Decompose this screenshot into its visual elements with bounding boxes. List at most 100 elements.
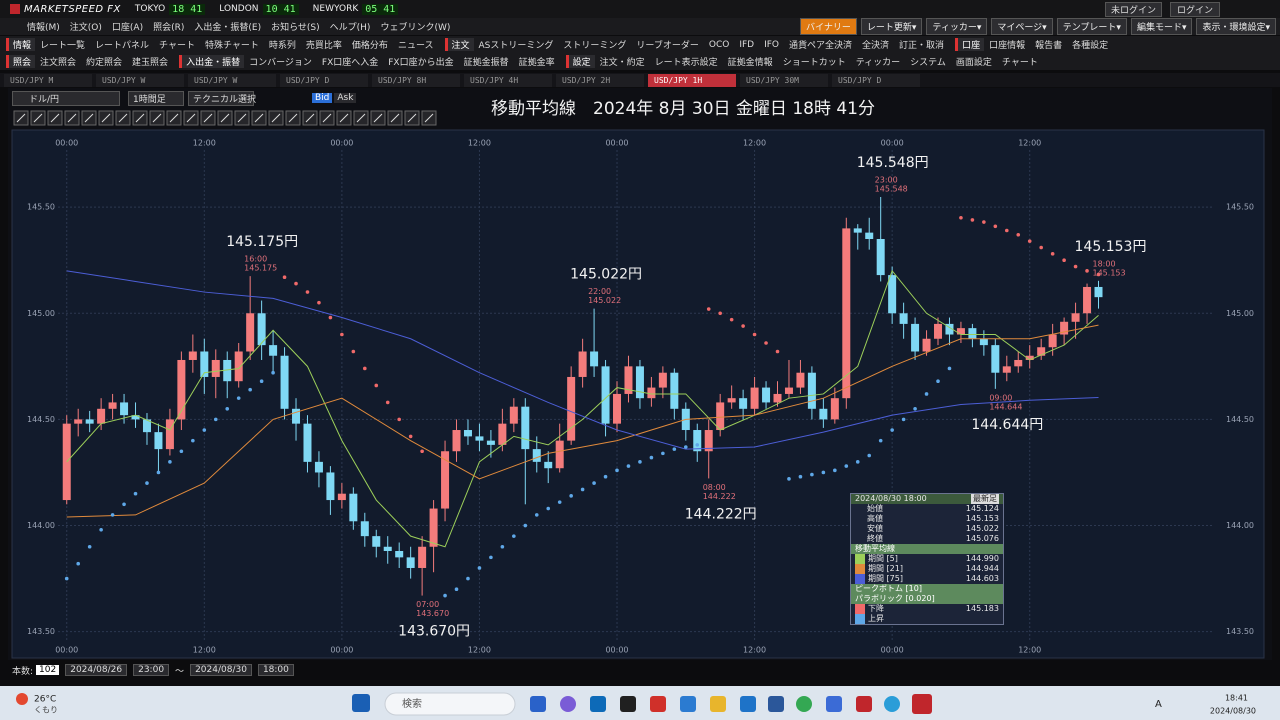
parabolic-dot bbox=[512, 534, 516, 538]
toolbar-item[interactable]: 証拠金情報 bbox=[727, 58, 773, 68]
date-input[interactable]: 2024/08/26 bbox=[65, 664, 128, 676]
annotation-value: 145.548 bbox=[875, 184, 908, 193]
chart-tab[interactable]: USD/JPY D bbox=[832, 73, 920, 87]
toolbar-item[interactable]: レートパネル bbox=[95, 41, 150, 51]
parabolic-dot bbox=[993, 224, 998, 229]
menu-button[interactable]: レート更新▾ bbox=[860, 18, 923, 35]
count-input[interactable]: 102 bbox=[36, 665, 60, 675]
chart-tab[interactable]: USD/JPY W bbox=[188, 73, 276, 87]
menu-button[interactable]: テンプレート▾ bbox=[1056, 18, 1127, 35]
candle-body bbox=[853, 228, 862, 233]
toolbar-item[interactable]: 口座情報 bbox=[989, 41, 1026, 51]
toolbar-item[interactable]: コンバージョン bbox=[249, 58, 312, 68]
toolbar-item[interactable]: 価格分布 bbox=[351, 41, 388, 51]
toolbar-item[interactable]: ティッカー bbox=[855, 58, 901, 68]
menu-button[interactable]: マイページ▾ bbox=[991, 18, 1053, 35]
toolbar-item[interactable]: 画面設定 bbox=[955, 58, 992, 68]
ask-button[interactable]: Ask bbox=[334, 93, 357, 103]
toolbar-item[interactable]: 注文・約定 bbox=[599, 58, 645, 68]
parabolic-dot bbox=[878, 438, 883, 443]
toolbar-item[interactable]: リーブオーダー bbox=[636, 41, 699, 51]
parabolic-dot bbox=[959, 215, 963, 220]
candle-body bbox=[773, 393, 782, 403]
info-ma-row: 期間 [21] 144.944 bbox=[851, 564, 1003, 574]
toolbar-item[interactable]: ASストリーミング bbox=[478, 41, 554, 51]
toolbar-item[interactable]: レート一覧 bbox=[40, 41, 86, 51]
menu-button[interactable]: バイナリー bbox=[800, 18, 857, 35]
chart-tab[interactable]: USD/JPY D bbox=[280, 73, 368, 87]
toolbar-item[interactable]: 建玉照会 bbox=[132, 58, 169, 68]
parabolic-dot bbox=[191, 438, 195, 443]
toolbar-item[interactable]: レート表示設定 bbox=[654, 58, 718, 68]
search-box[interactable]: 検索 bbox=[402, 697, 422, 710]
candle-body bbox=[544, 461, 553, 469]
toolbar-item[interactable]: 約定照会 bbox=[86, 58, 123, 68]
period-select[interactable]: 1時間足 bbox=[128, 90, 184, 106]
parabolic-dot bbox=[775, 349, 780, 354]
toolbar-item[interactable]: IFO bbox=[764, 39, 780, 50]
toolbar-item[interactable]: ショートカット bbox=[782, 58, 846, 68]
menu-item[interactable]: お知らせ(S) bbox=[271, 23, 320, 33]
annotation-label: 145.548円 bbox=[857, 155, 929, 171]
y-tick-label: 145.50 bbox=[27, 203, 55, 212]
menu-item[interactable]: ヘルプ(H) bbox=[329, 23, 371, 33]
technical-select[interactable]: テクニカル選択 bbox=[188, 90, 256, 106]
menu-button[interactable]: ティッカー▾ bbox=[926, 18, 988, 35]
chart-tab[interactable]: USD/JPY 8H bbox=[372, 73, 460, 87]
toolbar-item[interactable]: 特殊チャート bbox=[204, 41, 259, 51]
menu-item[interactable]: 口座(A) bbox=[111, 23, 144, 33]
parabolic-dot bbox=[947, 366, 952, 371]
toolbar-group: 設定 bbox=[565, 55, 595, 68]
toolbar-item[interactable]: 通貨ペア全決済 bbox=[789, 41, 853, 51]
toolbar-item[interactable]: ニュース bbox=[397, 41, 434, 51]
menu-item[interactable]: 情報(M) bbox=[27, 23, 60, 33]
toolbar-item[interactable]: 売買比率 bbox=[305, 41, 342, 51]
toolbar-item[interactable]: 証拠金率 bbox=[518, 58, 555, 68]
toolbar-item[interactable]: 各種設定 bbox=[1072, 41, 1109, 51]
candle-body bbox=[624, 366, 633, 394]
info-sar-row-value: 145.183 bbox=[965, 604, 999, 613]
login-button[interactable]: ログイン bbox=[1169, 1, 1220, 17]
toolbar-item[interactable]: 時系列 bbox=[268, 41, 296, 51]
toolbar-item[interactable]: IFD bbox=[739, 39, 755, 50]
toolbar-item[interactable]: 訂正・取消 bbox=[899, 41, 945, 51]
toolbar-item[interactable]: 証拠金振替 bbox=[463, 58, 509, 68]
chart-tab[interactable]: USD/JPY W bbox=[96, 73, 184, 87]
toolbar-item[interactable]: チャート bbox=[1001, 58, 1038, 68]
annotation-time: 07:00 bbox=[416, 600, 439, 609]
toolbar-item[interactable]: FX口座から出金 bbox=[388, 58, 454, 68]
toolbar-item[interactable]: 全決済 bbox=[862, 41, 890, 51]
menu-item[interactable]: 照会(R) bbox=[153, 23, 185, 33]
date-input[interactable]: 2024/08/30 bbox=[190, 664, 252, 676]
menu-item[interactable]: 注文(O) bbox=[69, 23, 102, 33]
menu-item[interactable]: ウェブリンク(W) bbox=[380, 23, 451, 33]
chart-tab[interactable]: USD/JPY 1H bbox=[648, 73, 736, 87]
candle-body bbox=[532, 449, 541, 462]
chart-tab[interactable]: USD/JPY 2H bbox=[556, 73, 644, 87]
menu-item[interactable]: 入出金・振替(E) bbox=[194, 23, 262, 33]
candle-body bbox=[200, 351, 209, 377]
toolbar-item[interactable]: チャート bbox=[159, 41, 195, 51]
toolbar-item[interactable]: システム bbox=[910, 58, 946, 68]
toolbar: 照会 注文照会 約定照会 建玉照会 入出金・振替 コンバージョン FX口座へ入金 FX口座から… bbox=[0, 53, 1280, 70]
pair-select[interactable]: ドル/円 bbox=[12, 90, 120, 106]
date-input[interactable]: 18:00 bbox=[257, 664, 294, 676]
parabolic-dot bbox=[236, 396, 241, 400]
date-input[interactable]: 23:00 bbox=[133, 664, 170, 676]
candle-body bbox=[1025, 355, 1034, 360]
parabolic-dot bbox=[213, 417, 218, 422]
menu-button[interactable]: 編集モード▾ bbox=[1130, 18, 1193, 35]
toolbar-item[interactable]: 注文照会 bbox=[40, 58, 77, 68]
chart-tab[interactable]: USD/JPY 4H bbox=[464, 73, 552, 87]
parabolic-dot bbox=[110, 513, 115, 517]
chart-tab[interactable]: USD/JPY 30M bbox=[740, 73, 828, 87]
bid-button[interactable]: Bid bbox=[312, 93, 333, 103]
candle-body bbox=[142, 419, 151, 433]
toolbar-item[interactable]: FX口座へ入金 bbox=[321, 58, 379, 68]
toolbar-item[interactable]: 報告書 bbox=[1035, 41, 1063, 51]
toolbar-item[interactable]: OCO bbox=[708, 39, 730, 50]
chart-tab[interactable]: USD/JPY M bbox=[4, 73, 92, 87]
y-tick-label: 145.00 bbox=[27, 309, 55, 318]
menu-button[interactable]: 表示・環境設定▾ bbox=[1196, 18, 1276, 35]
toolbar-item[interactable]: ストリーミング bbox=[563, 41, 627, 51]
